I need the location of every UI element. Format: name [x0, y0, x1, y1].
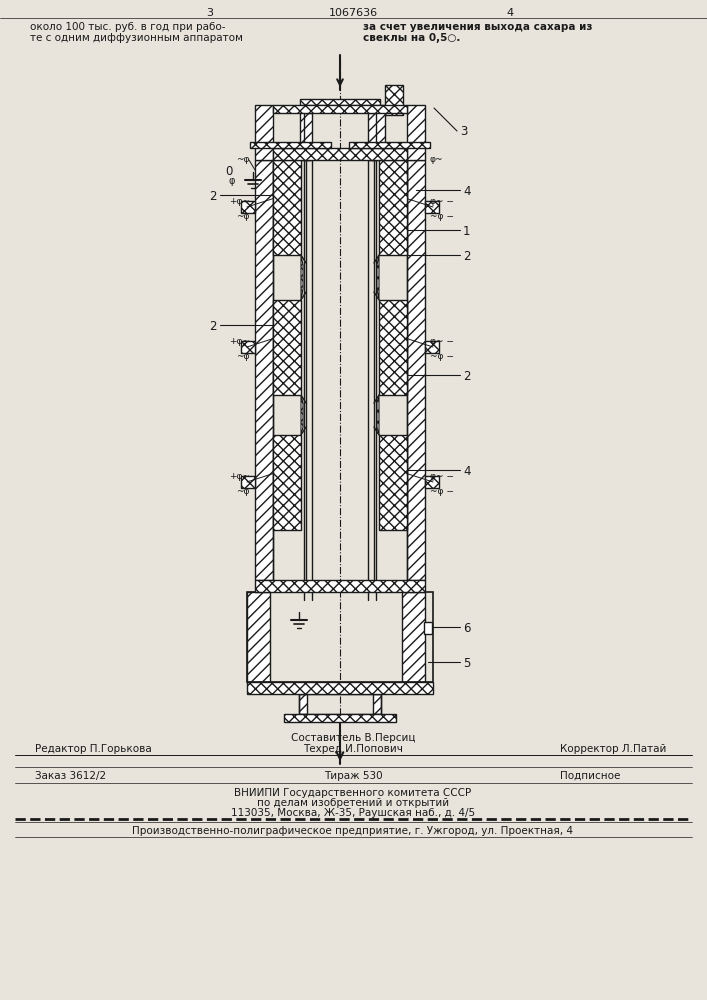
Text: ~φ: ~φ [237, 352, 250, 361]
Text: 1: 1 [463, 225, 470, 238]
Text: φ~ −: φ~ − [430, 472, 454, 481]
Text: Производственно-полиграфическое предприятие, г. Ужгород, ул. Проектная, 4: Производственно-полиграфическое предприя… [132, 826, 573, 836]
Text: φ~ −: φ~ − [430, 197, 454, 206]
Bar [379, 435, 407, 530]
Bar [241, 476, 255, 488]
Text: около 100 тыс. руб. в год при рабо-: около 100 тыс. руб. в год при рабо- [30, 22, 226, 32]
Text: φ~: φ~ [430, 155, 443, 164]
Text: ВНИИПИ Государственного комитета СССР: ВНИИПИ Государственного комитета СССР [235, 788, 472, 798]
Bar [299, 694, 307, 714]
Text: 1067636: 1067636 [329, 8, 378, 18]
Text: 2: 2 [209, 320, 217, 333]
Text: 3: 3 [206, 8, 214, 18]
Bar [370, 105, 385, 160]
Bar [273, 105, 407, 113]
Bar [373, 694, 381, 714]
Bar [247, 682, 433, 694]
Text: ~φ: ~φ [237, 487, 250, 496]
Text: по делам изобретений и открытий: по делам изобретений и открытий [257, 798, 449, 808]
Text: Редактор П.Горькова: Редактор П.Горькова [35, 744, 152, 754]
Text: ~φ −: ~φ − [430, 352, 454, 361]
Text: φ~ −: φ~ − [430, 337, 454, 346]
Bar [300, 99, 380, 105]
Bar [407, 105, 425, 160]
Bar [407, 160, 425, 580]
Polygon shape [301, 255, 303, 300]
Text: 4: 4 [463, 465, 470, 478]
Bar [255, 105, 273, 160]
Text: 4: 4 [506, 8, 513, 18]
Text: 0: 0 [226, 165, 233, 178]
Text: Заказ 3612/2: Заказ 3612/2 [35, 771, 106, 781]
Bar [273, 300, 301, 395]
Text: Тираж 530: Тираж 530 [324, 771, 382, 781]
Text: φ: φ [228, 176, 235, 186]
Polygon shape [301, 395, 303, 435]
Text: Составитель В.Персиц: Составитель В.Персиц [291, 733, 415, 743]
Bar [349, 142, 430, 148]
Polygon shape [377, 255, 379, 300]
Bar [255, 580, 425, 592]
Bar [425, 341, 439, 353]
Bar [425, 201, 439, 213]
Text: 3: 3 [460, 125, 467, 138]
Bar [273, 160, 301, 255]
Text: Техред И.Попович: Техред И.Попович [303, 744, 403, 754]
Bar [300, 105, 310, 160]
Text: +φ~: +φ~ [229, 337, 250, 346]
Bar [379, 300, 407, 395]
Text: те с одним диффузионным аппаратом: те с одним диффузионным аппаратом [30, 33, 243, 43]
Text: +φ~: +φ~ [229, 472, 250, 481]
Text: 4: 4 [463, 185, 470, 198]
Bar [425, 476, 439, 488]
Bar [241, 341, 255, 353]
Text: свеклы на 0,5○.: свеклы на 0,5○. [363, 33, 460, 43]
Bar [379, 160, 407, 255]
Text: Корректор Л.Патай: Корректор Л.Патай [560, 744, 667, 754]
Text: 2: 2 [209, 190, 217, 203]
Bar [273, 435, 301, 530]
Bar [304, 113, 312, 160]
Bar [241, 201, 255, 213]
Text: ~φ: ~φ [237, 212, 250, 221]
Polygon shape [377, 395, 379, 435]
Text: 2: 2 [463, 250, 470, 263]
Bar [284, 714, 396, 722]
Text: ~φ: ~φ [237, 155, 250, 164]
Bar [255, 160, 273, 580]
Bar [299, 694, 381, 714]
Text: +φ~: +φ~ [229, 197, 250, 206]
Bar [250, 142, 331, 148]
Bar [247, 592, 270, 682]
Bar [247, 592, 433, 682]
Text: 113035, Москва, Ж-35, Раушская наб., д. 4/5: 113035, Москва, Ж-35, Раушская наб., д. … [231, 808, 475, 818]
Text: ~φ −: ~φ − [430, 487, 454, 496]
Text: за счет увеличения выхода сахара из: за счет увеличения выхода сахара из [363, 22, 592, 32]
Bar [273, 148, 407, 160]
Bar [385, 85, 403, 115]
Text: 2: 2 [463, 370, 470, 383]
Bar [368, 113, 376, 160]
Text: 6: 6 [463, 622, 470, 635]
Text: 5: 5 [463, 657, 470, 670]
Text: ~φ −: ~φ − [430, 212, 454, 221]
Bar [402, 592, 425, 682]
Bar [424, 622, 432, 634]
Text: Подписное: Подписное [560, 771, 620, 781]
